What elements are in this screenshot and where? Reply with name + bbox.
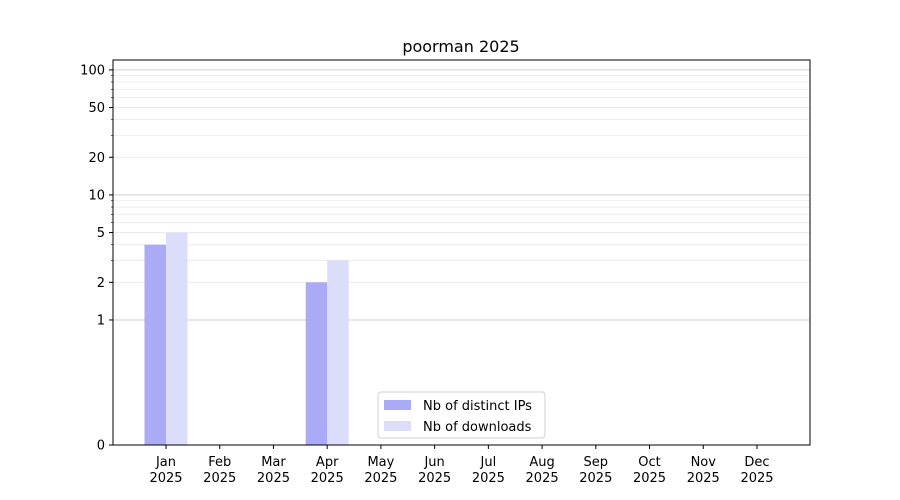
bar-downloads [166,232,188,445]
legend-box [377,391,546,439]
bars [144,232,349,445]
x-tick-label-month: Jun [423,455,444,470]
plot-frame [112,59,811,446]
x-tick-label-year: 2025 [740,471,773,486]
legend-label: Nb of distinct IPs [423,399,532,414]
x-tick-label-month: Jul [480,455,497,470]
x-tick-label-year: 2025 [579,471,612,486]
y-tick-label: 1 [97,313,105,328]
x-tick-label-month: Jan [155,455,176,470]
x-tick-label-month: Aug [529,455,554,470]
y-tick-label: 100 [80,63,105,78]
bar-distinct-ips [144,244,166,445]
x-tick-label-month: Nov [691,455,717,470]
x-tick-label-year: 2025 [526,471,559,486]
x-tick-label-year: 2025 [149,471,182,486]
legend-label: Nb of downloads [423,420,532,435]
x-tick-label-year: 2025 [687,471,720,486]
y-tick-label: 0 [97,439,105,454]
x-tick-label-year: 2025 [418,471,451,486]
x-tick-label-year: 2025 [311,471,344,486]
bar-distinct-ips [305,282,328,445]
y-tick-label: 5 [97,226,105,241]
x-tick-label-month: Dec [744,455,769,470]
y-axis: 0 1 2 5 10 20 50 100 [80,63,113,454]
x-tick-label-month: Oct [638,455,660,470]
x-tick-label-year: 2025 [472,471,505,486]
chart-title: poorman 2025 [402,37,519,56]
x-tick-label-month: Sep [584,455,609,470]
y-tick-label: 2 [97,276,105,291]
x-tick-label-year: 2025 [633,471,666,486]
grid [113,69,810,321]
legend-swatch [384,400,411,410]
x-tick-label-month: Mar [261,455,286,470]
y-tick-label: 50 [88,101,105,116]
legend-swatch [384,421,411,431]
x-tick-label-year: 2025 [364,471,397,486]
legend: Nb of distinct IPs Nb of downloads [377,391,546,439]
x-tick-label-year: 2025 [257,471,290,486]
x-tick-label-month: Apr [316,455,339,470]
bar-downloads [327,260,349,445]
y-tick-label: 10 [88,188,105,203]
x-axis: Jan2025Feb2025Mar2025Apr2025May2025Jun20… [149,445,774,486]
y-tick-label: 20 [88,151,105,166]
x-tick-label-month: May [367,455,394,470]
x-tick-label-month: Feb [208,455,231,470]
x-tick-label-year: 2025 [203,471,236,486]
